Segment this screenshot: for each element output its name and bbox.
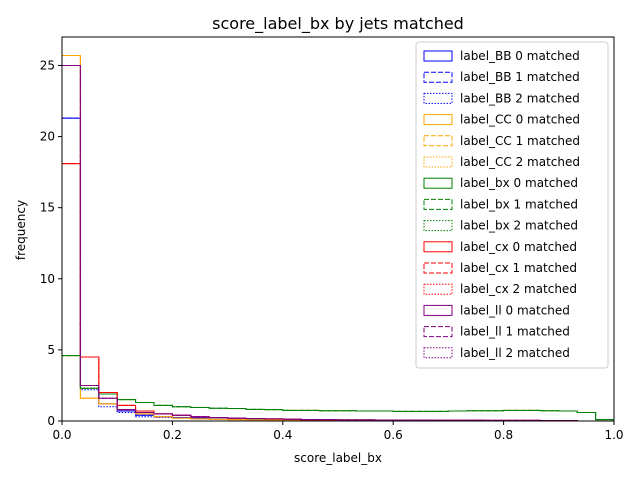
legend-label: label_ll 0 matched <box>460 303 570 317</box>
series-label_bx-1-matched <box>61 355 615 421</box>
legend-swatch <box>423 262 453 274</box>
legend-swatch <box>423 114 453 126</box>
y-tick-label: 20 <box>40 130 55 144</box>
y-tick-label: 5 <box>47 343 55 357</box>
legend-label: label_bx 1 matched <box>460 197 578 211</box>
axes-layer: 0.0 0.2 0.4 0.6 0.8 1.0 0 5 10 15 20 25 <box>40 36 624 442</box>
legend-label: label_BB 2 matched <box>460 91 580 105</box>
y-tick-label: 25 <box>40 58 55 72</box>
x-tick-label: 0.0 <box>52 428 71 442</box>
legend-swatch <box>423 92 453 104</box>
legend-swatch <box>423 135 453 147</box>
legend-label: label_bx 2 matched <box>460 219 578 233</box>
y-tick-label: 15 <box>40 201 55 215</box>
legend-swatch <box>423 283 453 295</box>
legend-swatch <box>423 326 453 338</box>
plot-frame <box>61 36 615 422</box>
legend-label: label_CC 0 matched <box>460 113 580 127</box>
legend-label: label_cx 2 matched <box>460 282 577 296</box>
y-tick-label: 10 <box>40 272 55 286</box>
legend-label: label_BB 0 matched <box>460 49 580 63</box>
legend-label: label_CC 1 matched <box>460 134 580 148</box>
series-label_bx-2-matched <box>61 355 615 421</box>
legend-label: label_cx 1 matched <box>460 261 577 275</box>
legend-swatch <box>423 304 453 316</box>
x-tick-label: 1.0 <box>604 428 623 442</box>
x-tick-label: 0.8 <box>494 428 513 442</box>
legend-swatch <box>423 198 453 210</box>
legend-label: label_ll 1 matched <box>460 325 570 339</box>
legend-swatch <box>423 347 453 359</box>
legend: label_BB 0 matched label_BB 1 matched labe… <box>415 41 609 369</box>
x-tick-label: 0.6 <box>384 428 403 442</box>
legend-swatch <box>423 177 453 189</box>
legend-label: label_CC 2 matched <box>460 155 580 169</box>
legend-swatch <box>423 156 453 168</box>
legend-label: label_bx 0 matched <box>460 176 578 190</box>
legend-swatch <box>423 220 453 232</box>
y-tick-label: 0 <box>47 414 55 428</box>
legend-label: label_BB 1 matched <box>460 70 580 84</box>
legend-swatch <box>423 241 453 253</box>
legend-frame <box>415 41 609 369</box>
legend-label: label_cx 0 matched <box>460 240 577 254</box>
x-tick-label: 0.4 <box>273 428 292 442</box>
legend-swatch <box>423 50 453 62</box>
legend-swatch <box>423 71 453 83</box>
series-label_ll-2-matched <box>61 64 578 422</box>
x-tick-label: 0.2 <box>163 428 182 442</box>
x-axis-label: score_label_bx <box>294 451 382 465</box>
series-label_ll-1-matched <box>61 64 578 422</box>
legend-label: label_ll 2 matched <box>460 346 570 360</box>
y-axis-label: frequency <box>14 200 28 260</box>
chart-title: score_label_bx by jets matched <box>212 14 464 34</box>
